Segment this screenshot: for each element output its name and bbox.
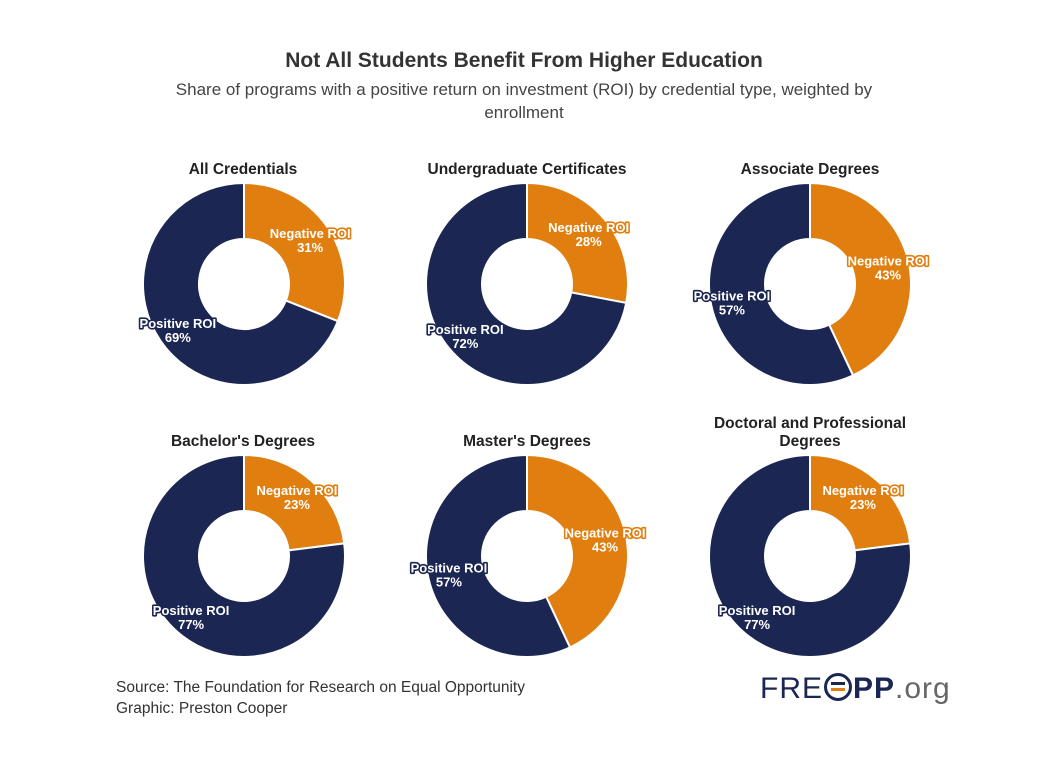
donut-slice-negative-roi (809, 181, 912, 377)
logo-o-mark-icon (824, 673, 852, 701)
slice-label-value: 28% (576, 234, 602, 249)
logo-text-fre: FRE (760, 672, 823, 705)
donut-slice-positive-roi (142, 453, 346, 658)
donut-slice-negative-roi (809, 453, 912, 552)
donut-slice-negative-roi (526, 181, 629, 305)
slice-label-positive-roi: Positive ROI 77% (719, 603, 796, 632)
slice-label-name: Positive ROI (694, 288, 771, 303)
slice-label-value: 23% (850, 497, 876, 512)
slice-label-negative-roi: Negative ROI 23% (822, 483, 903, 512)
slice-label-name: Positive ROI (140, 316, 217, 331)
slice-label-positive-roi: Positive ROI 57% (411, 560, 488, 589)
slice-label-name: Positive ROI (153, 603, 230, 618)
panel-title-masters-degrees: Master's Degrees (463, 433, 591, 450)
slice-label-name: Negative ROI (822, 483, 903, 498)
slice-label-value: 31% (297, 240, 323, 255)
donut-slice-positive-roi (708, 181, 855, 386)
panel-title-bachelors-degrees: Bachelor's Degrees (170, 433, 316, 450)
slice-label-negative-roi: Negative ROI 31% (270, 226, 351, 255)
chart-subtitle: Share of programs with a positive return… (175, 80, 873, 122)
slice-label-value: 57% (436, 574, 462, 589)
slice-label-name: Positive ROI (411, 560, 488, 575)
slice-label-name: Negative ROI (256, 483, 337, 498)
slice-label-value: 77% (744, 617, 770, 632)
slice-label-negative-roi: Negative ROI 23% (256, 483, 337, 512)
source-line: Source: The Foundation for Research on E… (116, 679, 525, 696)
logo-text-tld: .org (895, 672, 951, 705)
logo-text-pp: PP (853, 672, 896, 705)
panel-title-associate-degrees: Associate Degrees (740, 161, 880, 178)
donut-slice-positive-roi (708, 453, 912, 658)
donut-slice-positive-roi (425, 453, 572, 658)
slice-label-value: 77% (178, 617, 204, 632)
slice-label-positive-roi: Positive ROI 57% (694, 288, 771, 317)
donut-slice-negative-roi (526, 453, 629, 649)
source-note: Source: The Foundation for Research on E… (116, 677, 525, 719)
slice-label-positive-roi: Positive ROI 69% (140, 316, 217, 345)
slice-label-value: 69% (165, 330, 191, 345)
donut-slice-positive-roi (425, 181, 628, 386)
panel-title-all-credentials: All Credentials (188, 161, 298, 178)
slice-label-positive-roi: Positive ROI 72% (427, 322, 504, 351)
slice-label-value: 43% (875, 268, 901, 283)
slice-label-negative-roi: Negative ROI 43% (848, 254, 929, 283)
slice-label-positive-roi: Positive ROI 77% (153, 603, 230, 632)
slice-label-name: Negative ROI (565, 526, 646, 541)
panel-title-undergraduate-certificates: Undergraduate Certificates (427, 161, 627, 178)
panel-title-doctoral-professional-degrees: Doctoral and Professional Degrees (713, 415, 907, 450)
slice-label-name: Positive ROI (427, 322, 504, 337)
slice-label-value: 43% (592, 540, 618, 555)
donut-slice-negative-roi (243, 453, 346, 552)
chart-title: Not All Students Benefit From Higher Edu… (285, 49, 763, 72)
slice-label-name: Negative ROI (270, 226, 351, 241)
slice-label-negative-roi: Negative ROI 28% (548, 220, 629, 249)
donut-slice-negative-roi (243, 181, 346, 323)
graphic-credit-line: Graphic: Preston Cooper (116, 700, 288, 717)
slice-label-name: Positive ROI (719, 603, 796, 618)
slice-label-negative-roi: Negative ROI 43% (565, 526, 646, 555)
freopp-logo: FRE PP.org (760, 672, 951, 706)
slice-label-name: Negative ROI (848, 254, 929, 269)
slice-label-value: 23% (284, 497, 310, 512)
slice-label-value: 72% (452, 336, 478, 351)
donut-slice-positive-roi (142, 181, 340, 386)
slice-label-name: Negative ROI (548, 220, 629, 235)
slice-label-value: 57% (719, 302, 745, 317)
